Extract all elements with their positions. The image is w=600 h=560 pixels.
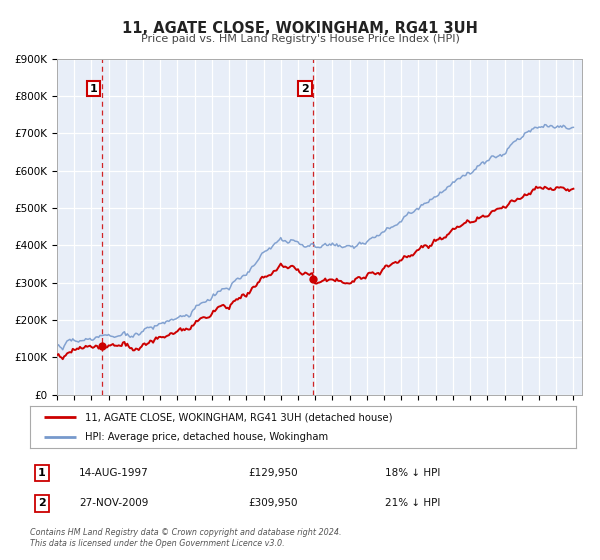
Text: 14-AUG-1997: 14-AUG-1997 [79, 468, 149, 478]
Text: 27-NOV-2009: 27-NOV-2009 [79, 498, 149, 508]
Text: This data is licensed under the Open Government Licence v3.0.: This data is licensed under the Open Gov… [30, 539, 284, 548]
Text: 1: 1 [89, 83, 97, 94]
Text: 1: 1 [38, 468, 46, 478]
Text: 2: 2 [301, 83, 309, 94]
Text: Contains HM Land Registry data © Crown copyright and database right 2024.: Contains HM Land Registry data © Crown c… [30, 528, 341, 536]
Text: £129,950: £129,950 [248, 468, 298, 478]
Text: 18% ↓ HPI: 18% ↓ HPI [385, 468, 440, 478]
Text: 11, AGATE CLOSE, WOKINGHAM, RG41 3UH (detached house): 11, AGATE CLOSE, WOKINGHAM, RG41 3UH (de… [85, 412, 392, 422]
Text: £309,950: £309,950 [248, 498, 298, 508]
Text: 21% ↓ HPI: 21% ↓ HPI [385, 498, 440, 508]
Text: HPI: Average price, detached house, Wokingham: HPI: Average price, detached house, Woki… [85, 432, 328, 442]
Text: 11, AGATE CLOSE, WOKINGHAM, RG41 3UH: 11, AGATE CLOSE, WOKINGHAM, RG41 3UH [122, 21, 478, 36]
Text: 2: 2 [38, 498, 46, 508]
Text: Price paid vs. HM Land Registry's House Price Index (HPI): Price paid vs. HM Land Registry's House … [140, 34, 460, 44]
